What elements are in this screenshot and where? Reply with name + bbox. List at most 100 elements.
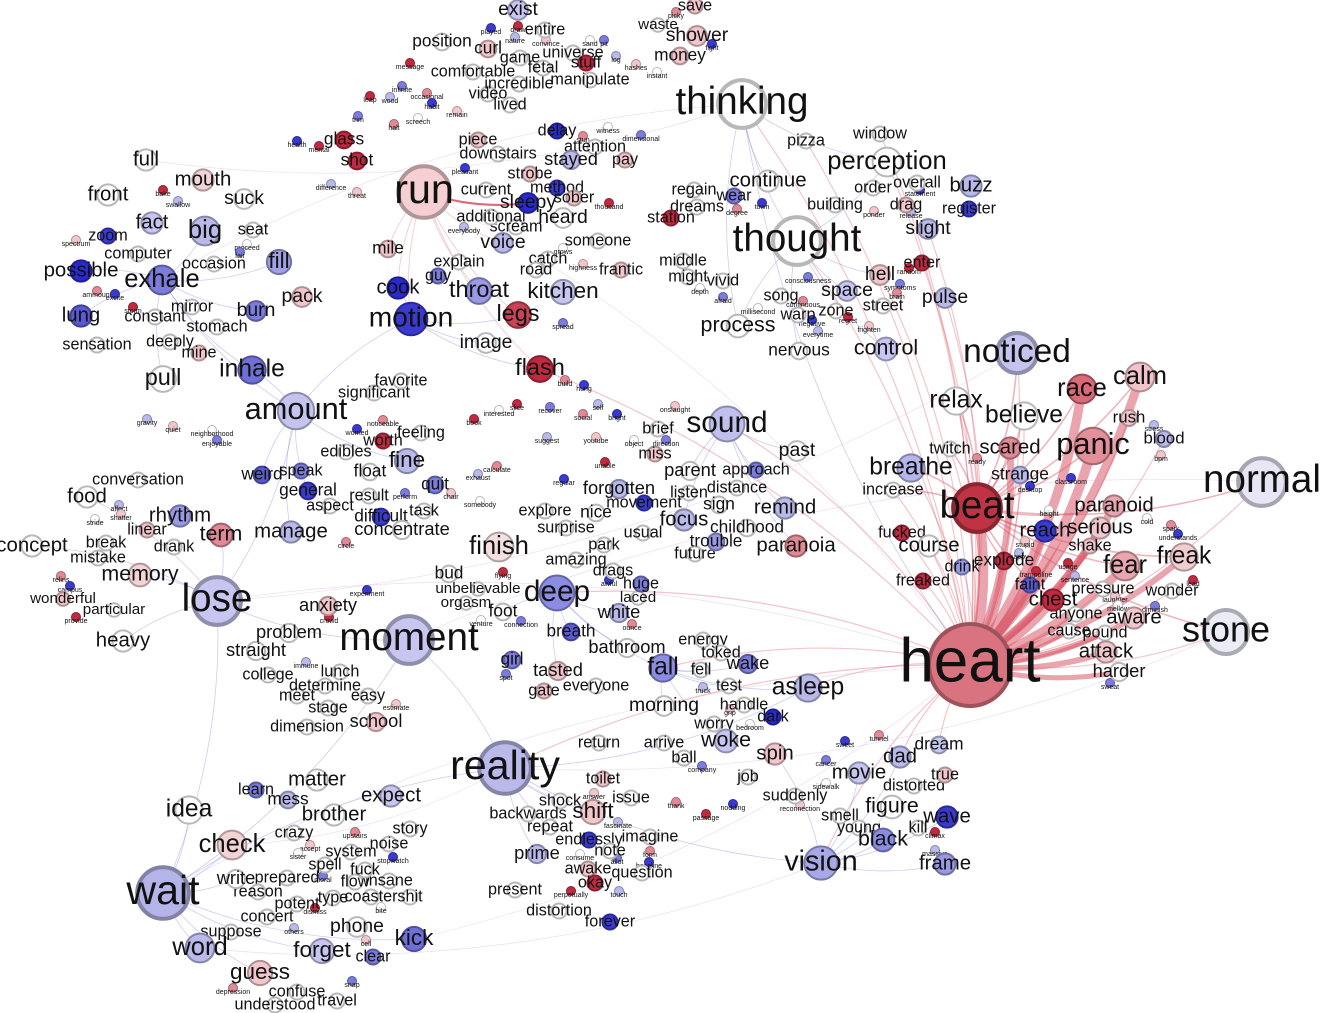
node-fell[interactable]: fell	[691, 660, 712, 679]
node-approach[interactable]: approach	[722, 460, 790, 479]
node-reach[interactable]: reach	[1019, 519, 1071, 543]
node-flash[interactable]: flash	[515, 354, 565, 383]
node-thought[interactable]: thought	[733, 215, 862, 267]
node-fact[interactable]: fact	[136, 211, 169, 235]
node-paranoia[interactable]: paranoia	[756, 534, 836, 558]
node-distortion[interactable]: distortion	[526, 901, 592, 920]
node-concept[interactable]: concept	[0, 534, 68, 558]
node-constant[interactable]: constant	[124, 307, 186, 326]
node-okay[interactable]: okay	[578, 873, 613, 892]
node-vision[interactable]: vision	[784, 845, 858, 881]
node-street[interactable]: street	[863, 296, 904, 315]
node-overall[interactable]: overall	[893, 173, 941, 192]
node-frantic[interactable]: frantic	[599, 260, 643, 279]
node-pay[interactable]: pay	[612, 150, 639, 169]
node-perception[interactable]: perception	[827, 146, 947, 178]
node-unbelievable[interactable]: unbelievable	[435, 580, 520, 597]
node-deeply[interactable]: deeply	[146, 332, 195, 351]
node-freaked[interactable]: freaked	[896, 571, 950, 590]
node-inhale[interactable]: inhale	[219, 355, 285, 385]
node-system[interactable]: system	[325, 842, 377, 861]
node-drank[interactable]: drank	[154, 537, 195, 556]
node-manipulate[interactable]: manipulate	[550, 70, 630, 89]
node-shock[interactable]: shock	[539, 791, 582, 810]
node-everyone[interactable]: everyone	[563, 676, 630, 695]
node-shift[interactable]: shift	[572, 798, 614, 826]
node-meet[interactable]: meet	[279, 686, 315, 705]
node-slight[interactable]: slight	[905, 217, 951, 240]
node-job[interactable]: job	[736, 767, 759, 786]
node-past[interactable]: past	[779, 439, 816, 462]
node-anxiety[interactable]: anxiety	[299, 594, 358, 617]
node-forget[interactable]: forget	[293, 937, 352, 965]
node-enter[interactable]: enter	[904, 253, 942, 272]
node-scared[interactable]: scared	[979, 436, 1041, 460]
node-zoom[interactable]: zoom	[88, 226, 128, 245]
node-stayed[interactable]: stayed	[544, 148, 598, 171]
node-road[interactable]: road	[520, 260, 552, 279]
node-dimension[interactable]: dimension	[270, 717, 344, 736]
node-occasion[interactable]: occasion	[182, 254, 246, 273]
node-reason[interactable]: reason	[233, 882, 283, 901]
node-warp[interactable]: warp	[779, 305, 816, 324]
node-attack[interactable]: attack	[1079, 640, 1134, 664]
node-breathe[interactable]: breathe	[869, 453, 953, 483]
node-bud[interactable]: bud	[435, 563, 464, 584]
node-exist[interactable]: exist	[498, 0, 539, 21]
node-reality[interactable]: reality	[450, 740, 560, 796]
node-rhythm[interactable]: rhythm	[149, 504, 211, 528]
node-insane[interactable]: insane	[365, 871, 413, 890]
node-dreams[interactable]: dreams	[670, 197, 724, 216]
node-suddenly[interactable]: suddenly	[763, 786, 829, 805]
node-money[interactable]: money	[654, 45, 706, 66]
node-college[interactable]: college	[242, 665, 294, 684]
node-forever[interactable]: forever	[585, 912, 636, 931]
node-normal[interactable]: normal	[1203, 456, 1320, 508]
node-arrive[interactable]: arrive	[644, 733, 684, 752]
node-window[interactable]: window	[852, 124, 907, 143]
node-girl[interactable]: girl	[500, 649, 524, 670]
node-sleepy[interactable]: sleepy	[500, 191, 556, 214]
node-sign[interactable]: sign	[703, 494, 735, 515]
node-movement[interactable]: movement	[606, 493, 682, 512]
node-woke[interactable]: woke	[700, 728, 751, 754]
node-paranoid[interactable]: paranoid	[1074, 494, 1154, 518]
node-thinking[interactable]: thinking	[676, 78, 809, 130]
node-weird[interactable]: weird	[240, 464, 283, 485]
node-lose[interactable]: lose	[182, 575, 253, 627]
node-straight[interactable]: straight	[226, 639, 286, 662]
node-control[interactable]: control	[854, 336, 918, 362]
node-check[interactable]: check	[199, 829, 266, 861]
node-parent[interactable]: parent	[664, 459, 716, 482]
node-wonder[interactable]: wonder	[1144, 581, 1199, 600]
node-wear[interactable]: wear	[715, 186, 752, 205]
node-surprise[interactable]: surprise	[537, 518, 595, 537]
node-term[interactable]: term	[200, 522, 243, 548]
node-increase[interactable]: increase	[862, 480, 924, 499]
node-curl[interactable]: curl	[474, 38, 502, 59]
node-someone[interactable]: someone	[565, 231, 632, 250]
node-food[interactable]: food	[67, 485, 107, 509]
node-determine[interactable]: determine	[289, 676, 361, 695]
node-toked[interactable]: toked	[701, 643, 741, 662]
node-sober[interactable]: sober	[554, 188, 595, 207]
node-entire[interactable]: entire	[525, 20, 566, 39]
node-song[interactable]: song	[763, 286, 799, 305]
node-kick[interactable]: kick	[395, 925, 434, 953]
node-confuse[interactable]: confuse	[269, 982, 326, 1001]
node-calm[interactable]: calm	[1113, 361, 1167, 393]
node-faint[interactable]: faint	[1015, 575, 1046, 594]
node-worry[interactable]: worry	[693, 714, 735, 733]
node-course[interactable]: course	[898, 534, 960, 558]
node-vivid[interactable]: vivid	[707, 271, 739, 290]
node-general[interactable]: general	[279, 480, 337, 501]
node-drink[interactable]: drink	[944, 557, 980, 576]
node-distance[interactable]: distance	[707, 478, 767, 497]
node-word[interactable]: word	[171, 932, 228, 964]
node-brief[interactable]: brief	[642, 419, 674, 438]
node-issue[interactable]: issue	[612, 788, 650, 807]
node-position[interactable]: position	[412, 31, 472, 52]
node-awake[interactable]: awake	[565, 859, 612, 878]
node-spin[interactable]: spin	[756, 742, 794, 766]
node-tasted[interactable]: tasted	[533, 659, 583, 682]
